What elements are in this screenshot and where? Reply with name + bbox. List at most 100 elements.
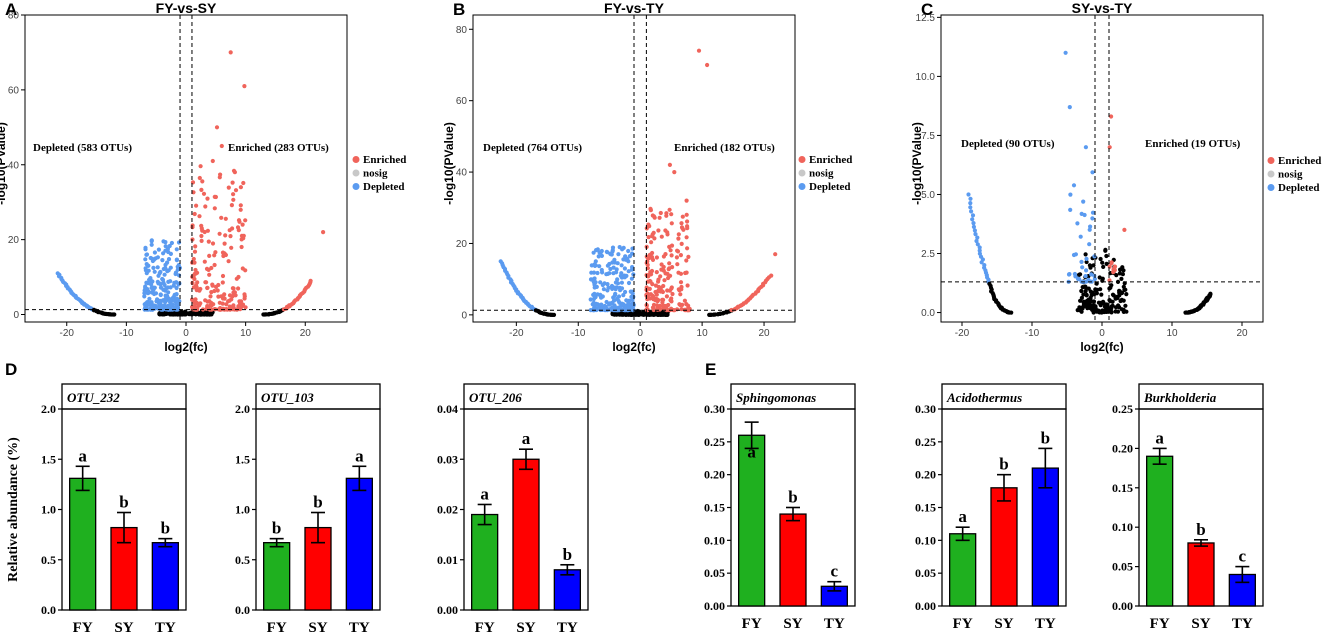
depleted-point: [604, 299, 609, 305]
x-tick-label: -10: [571, 328, 586, 339]
enriched-point: [219, 215, 224, 220]
nonsig-point: [1119, 290, 1125, 296]
y-tick-label: 0.25: [704, 435, 725, 449]
depleted-point: [174, 292, 179, 297]
x-tick-label: FY: [267, 620, 287, 635]
depleted-point: [1073, 274, 1078, 279]
significance-letter: a: [958, 507, 967, 526]
enriched-point: [680, 214, 685, 219]
enriched-point: [205, 228, 210, 233]
y-tick-label: 0.10: [1112, 520, 1133, 534]
nonsig-point: [1100, 260, 1105, 265]
x-tick-label: SY: [308, 620, 327, 635]
depleted-annotation: Depleted (90 OTUs): [961, 138, 1055, 150]
enriched-point: [658, 303, 663, 308]
enriched-point: [669, 221, 674, 226]
enriched-point: [210, 241, 216, 246]
enriched-annotation: Enriched (19 OTUs): [1145, 138, 1241, 150]
legend-label-nosig: nosig: [1278, 169, 1303, 181]
depleted-point: [155, 265, 160, 270]
x-tick-label: SY: [994, 616, 1013, 632]
depleted-point: [599, 267, 604, 273]
enriched-point: [664, 308, 670, 313]
depleted-point: [630, 291, 635, 296]
enriched-point: [667, 207, 672, 212]
y-tick-label: 0.01: [437, 553, 458, 567]
depleted-point: [610, 260, 615, 265]
depleted-point: [593, 259, 598, 264]
nonsig-point: [1084, 259, 1089, 265]
depleted-point: [149, 238, 154, 243]
enriched-point: [669, 253, 674, 258]
depleted-point: [591, 250, 596, 255]
depleted-point: [600, 282, 605, 288]
enriched-point: [212, 206, 217, 211]
legend-marker-enriched: [352, 156, 360, 163]
depleted-point: [162, 272, 167, 277]
nonsig-point: [1099, 292, 1104, 297]
x-tick-label: 10: [1166, 328, 1178, 339]
enriched-point: [228, 234, 233, 239]
plot-frame: [472, 14, 796, 323]
x-tick-label: -20: [509, 328, 524, 339]
enriched-point: [209, 265, 214, 271]
enriched-point: [679, 221, 684, 226]
depleted-point: [1068, 207, 1073, 212]
depleted-point: [630, 251, 635, 256]
depleted-point: [970, 217, 975, 222]
depleted-point: [142, 294, 147, 299]
enriched-point: [644, 285, 649, 290]
significance-letter: b: [272, 519, 281, 538]
x-axis-label: log2(fc): [164, 340, 207, 354]
enriched-point: [238, 203, 243, 208]
significance-letter: c: [1239, 547, 1247, 566]
depleted-point: [614, 270, 619, 275]
enriched-point: [190, 223, 195, 228]
nonsig-point: [1079, 306, 1085, 311]
enriched-point: [674, 255, 680, 260]
depleted-point: [153, 291, 159, 296]
y-tick-label: 0.0: [41, 603, 56, 617]
y-tick-label: 0.00: [437, 603, 458, 617]
y-tick-label: 40: [456, 168, 468, 179]
enriched-point: [651, 307, 656, 313]
y-tick-label: 2.0: [235, 402, 250, 416]
enriched-point: [769, 273, 774, 278]
nonsig-point: [160, 312, 165, 317]
enriched-point: [214, 125, 220, 130]
data-points: [498, 48, 778, 317]
depleted-point: [168, 279, 173, 284]
y-tick-label: 1.0: [235, 503, 250, 517]
bar-ty: [553, 569, 581, 611]
depleted-point: [1092, 273, 1097, 278]
depleted-point: [155, 255, 160, 260]
enriched-point: [667, 261, 672, 266]
depleted-point: [1066, 272, 1072, 277]
depleted-point: [592, 276, 597, 281]
x-tick-label: FY: [73, 620, 93, 635]
panel-label: E: [705, 360, 716, 379]
x-tick-label: SY: [783, 616, 802, 632]
depleted-point: [616, 252, 621, 257]
enriched-point: [220, 250, 226, 255]
enriched-point: [231, 192, 236, 197]
depleted-point: [611, 285, 616, 290]
x-axis-label: log2(fc): [1080, 340, 1123, 354]
legend-label-enriched: Enriched: [363, 154, 406, 166]
enriched-point: [202, 229, 207, 235]
enriched-point: [658, 274, 663, 279]
enriched-point: [668, 248, 673, 253]
nonsig-point: [1115, 309, 1121, 314]
nonsig-point: [112, 312, 117, 317]
enriched-point: [645, 279, 651, 284]
nonsig-point: [1090, 306, 1096, 311]
depleted-point: [592, 282, 597, 287]
enriched-point: [685, 246, 690, 251]
depleted-point: [147, 296, 152, 301]
nonsig-point: [1123, 303, 1128, 308]
y-tick-label: 0.5: [41, 553, 56, 567]
nonsig-point: [1121, 268, 1126, 273]
enriched-point: [223, 233, 228, 238]
